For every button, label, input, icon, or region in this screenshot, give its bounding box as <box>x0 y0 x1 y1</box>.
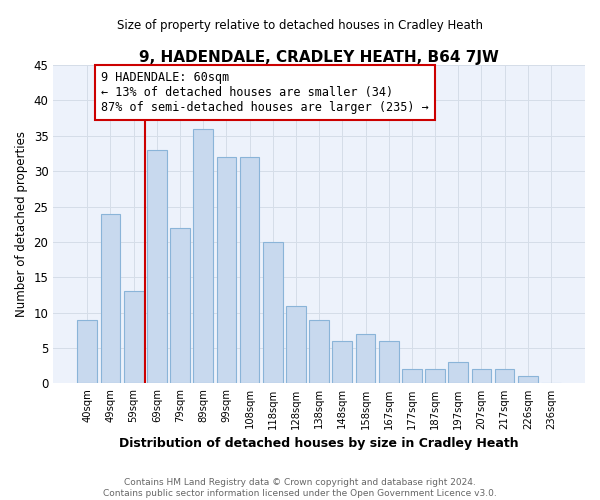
X-axis label: Distribution of detached houses by size in Cradley Heath: Distribution of detached houses by size … <box>119 437 519 450</box>
Text: Contains HM Land Registry data © Crown copyright and database right 2024.
Contai: Contains HM Land Registry data © Crown c… <box>103 478 497 498</box>
Bar <box>147 150 167 384</box>
Bar <box>124 292 143 384</box>
Bar <box>448 362 468 384</box>
Bar <box>495 370 514 384</box>
Bar <box>402 370 422 384</box>
Bar <box>425 370 445 384</box>
Bar <box>472 370 491 384</box>
Bar <box>286 306 306 384</box>
Bar <box>170 228 190 384</box>
Bar <box>101 214 121 384</box>
Bar <box>240 157 259 384</box>
Text: 9 HADENDALE: 60sqm
← 13% of detached houses are smaller (34)
87% of semi-detache: 9 HADENDALE: 60sqm ← 13% of detached hou… <box>101 70 429 114</box>
Bar <box>518 376 538 384</box>
Bar <box>193 128 213 384</box>
Text: Size of property relative to detached houses in Cradley Heath: Size of property relative to detached ho… <box>117 20 483 32</box>
Bar <box>217 157 236 384</box>
Bar <box>356 334 376 384</box>
Title: 9, HADENDALE, CRADLEY HEATH, B64 7JW: 9, HADENDALE, CRADLEY HEATH, B64 7JW <box>139 50 499 65</box>
Bar <box>309 320 329 384</box>
Y-axis label: Number of detached properties: Number of detached properties <box>15 131 28 317</box>
Bar <box>379 341 398 384</box>
Bar <box>332 341 352 384</box>
Bar <box>77 320 97 384</box>
Bar <box>263 242 283 384</box>
